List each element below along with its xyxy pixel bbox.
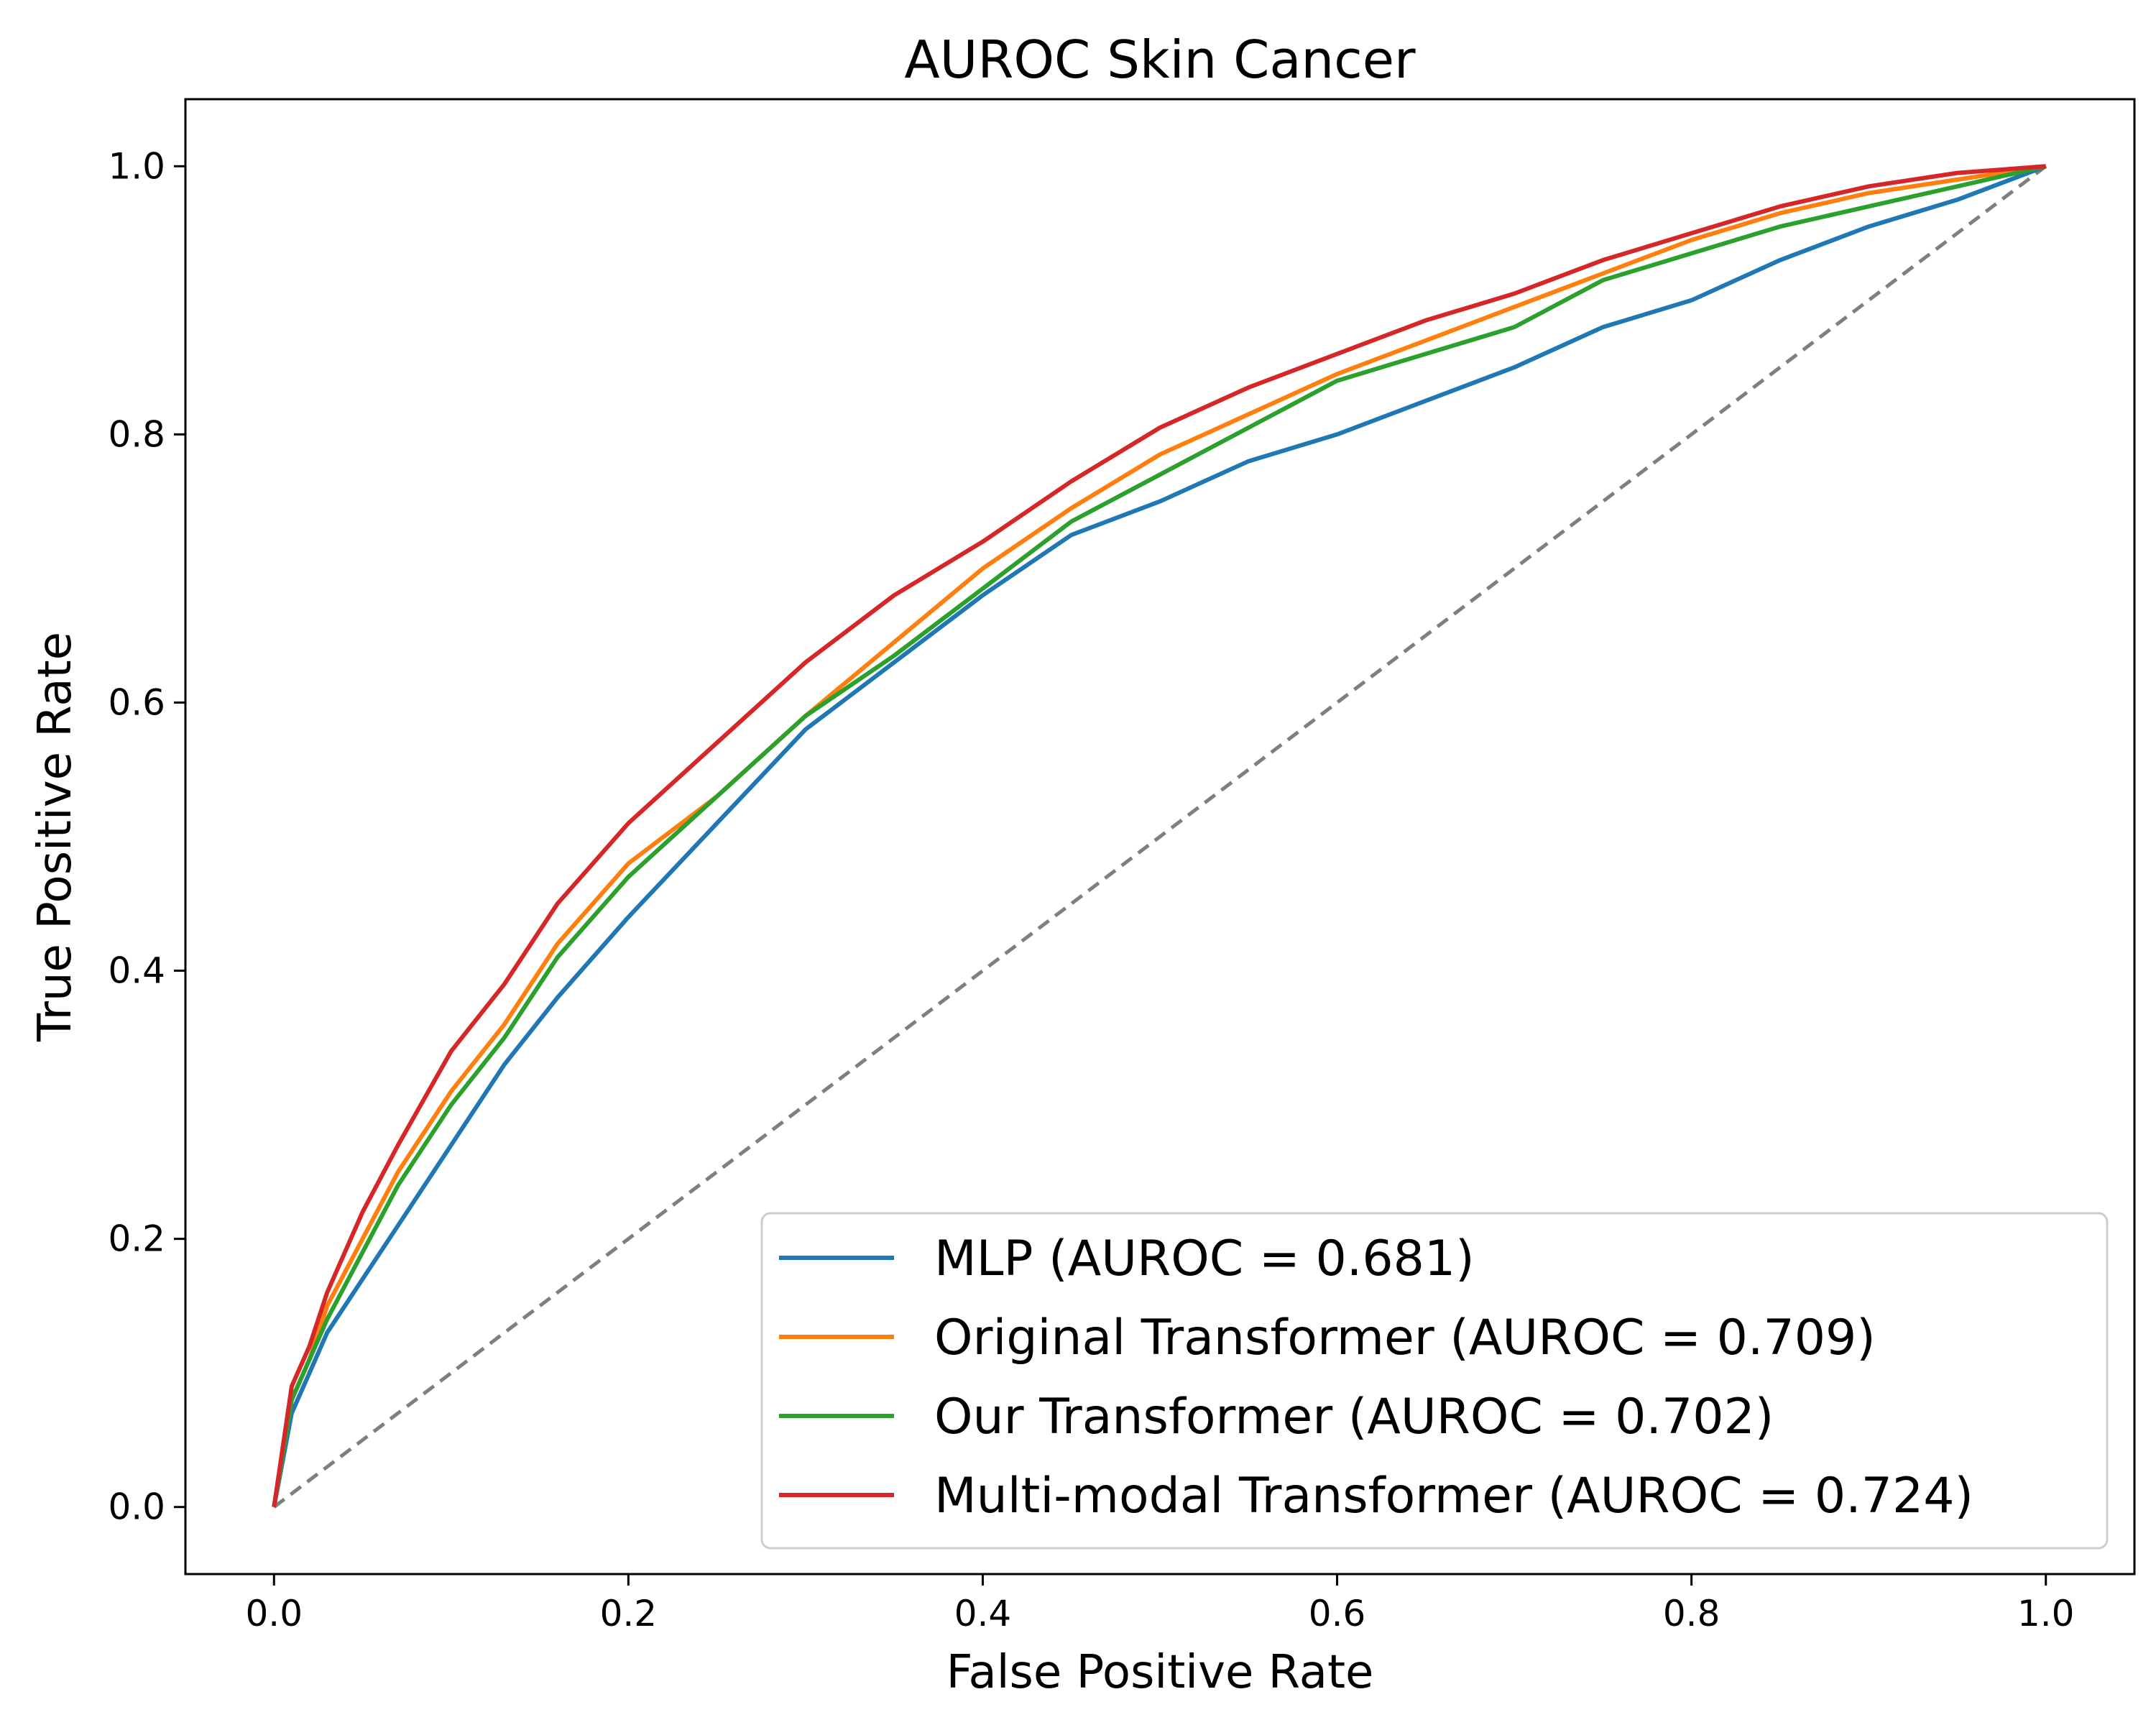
legend-label-0: MLP (AUROC = 0.681) — [934, 1230, 1475, 1287]
y-tick-label-4: 0.8 — [108, 413, 165, 455]
plot-area — [184, 98, 2136, 1576]
legend-label-2: Our Transformer (AUROC = 0.702) — [934, 1389, 1774, 1445]
plot-frame — [184, 98, 2136, 1576]
x-tick-label-5: 1.0 — [2017, 1593, 2075, 1634]
series-group — [272, 164, 2047, 1508]
x-axis-ticks: 0.0 0.2 0.4 0.6 0.8 1.0 — [246, 1574, 2075, 1634]
y-axis-label: True Positive Rate — [29, 632, 82, 1042]
series-line-1 — [272, 164, 2047, 1508]
series-line-2 — [272, 164, 2047, 1508]
legend: MLP (AUROC = 0.681) Original Transformer … — [760, 1212, 2109, 1550]
chance-line — [272, 165, 2047, 1509]
y-axis-ticks: 0.0 0.2 0.4 0.6 0.8 1.0 — [108, 145, 185, 1528]
x-tick-label-4: 0.8 — [1663, 1593, 1720, 1634]
y-tick-label-1: 0.2 — [108, 1218, 165, 1260]
y-tick-label-2: 0.4 — [108, 950, 165, 992]
y-tick-label-3: 0.6 — [108, 681, 165, 723]
legend-box — [760, 1212, 2109, 1550]
x-tick-label-0: 0.0 — [246, 1593, 303, 1634]
chart-title: AUROC Skin Cancer — [904, 29, 1416, 90]
series-line-3 — [272, 164, 2046, 1508]
x-axis-label: False Positive Rate — [946, 1646, 1374, 1699]
legend-label-3: Multi-modal Transformer (AUROC = 0.724) — [934, 1468, 1973, 1524]
y-tick-label-0: 0.0 — [108, 1486, 165, 1528]
y-tick-label-5: 1.0 — [108, 145, 165, 187]
x-tick-label-2: 0.4 — [954, 1593, 1012, 1634]
series-line-0 — [272, 164, 2047, 1508]
x-tick-label-1: 0.2 — [600, 1593, 658, 1634]
x-tick-label-3: 0.6 — [1309, 1593, 1366, 1634]
legend-label-1: Original Transformer (AUROC = 0.709) — [934, 1310, 1876, 1366]
